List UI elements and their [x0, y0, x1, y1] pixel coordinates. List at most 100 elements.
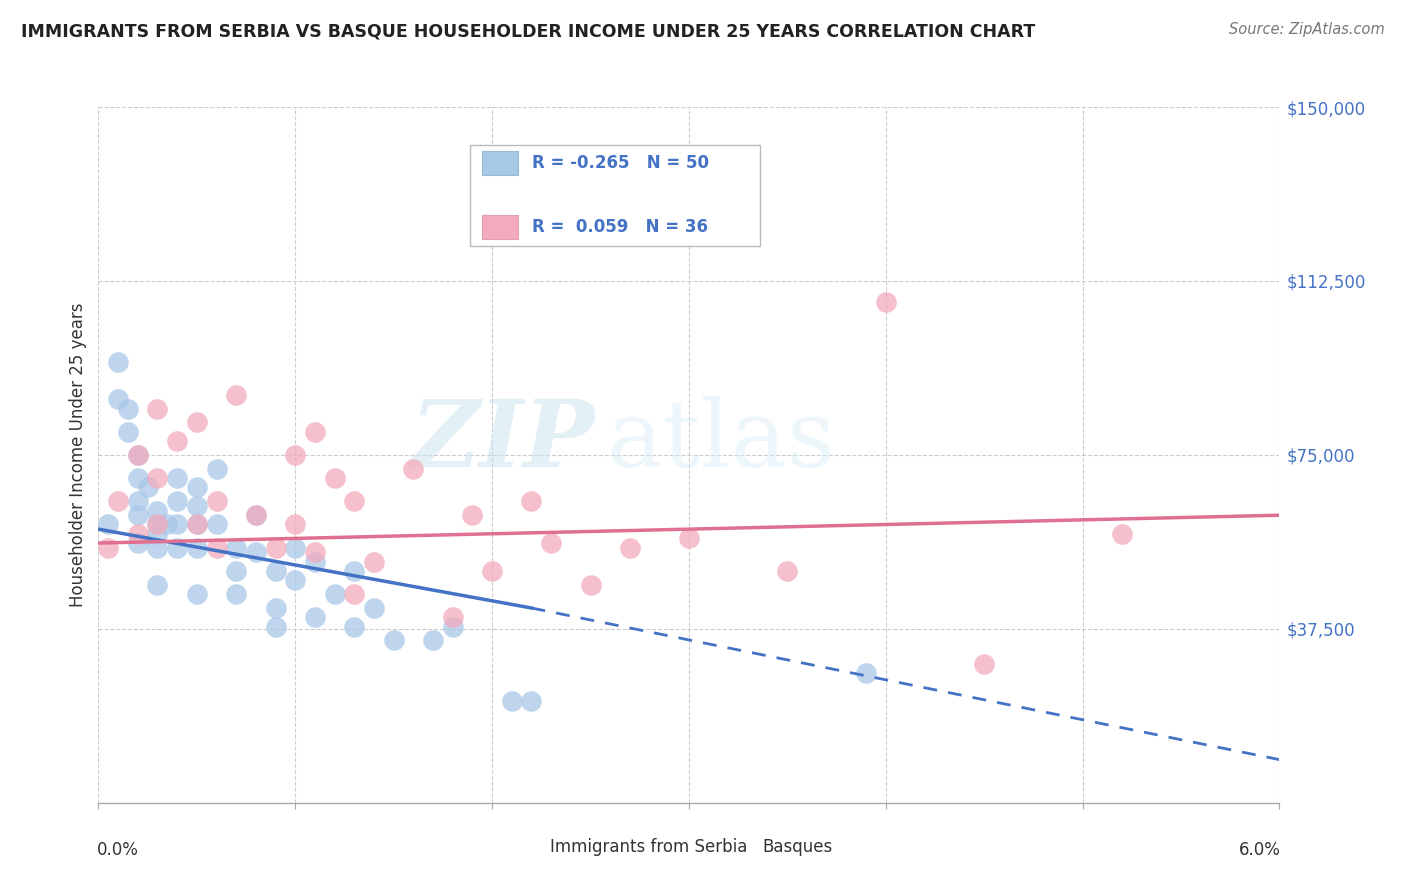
- Point: [166, 494, 188, 508]
- Point: [156, 517, 179, 532]
- Text: atlas: atlas: [606, 396, 835, 486]
- Point: [127, 536, 149, 550]
- Point: [166, 434, 188, 448]
- Point: [363, 601, 385, 615]
- Point: [186, 517, 208, 532]
- Point: [284, 573, 307, 587]
- Bar: [730, 836, 756, 852]
- Point: [146, 503, 169, 517]
- Bar: [517, 836, 544, 852]
- Point: [323, 471, 346, 485]
- Point: [146, 541, 169, 555]
- Point: [579, 578, 602, 592]
- Point: [146, 526, 169, 541]
- Point: [501, 694, 523, 708]
- Point: [304, 610, 326, 624]
- Point: [441, 619, 464, 633]
- Point: [481, 564, 503, 578]
- Point: [264, 619, 287, 633]
- Point: [284, 448, 307, 462]
- Point: [225, 541, 247, 555]
- Text: ZIP: ZIP: [411, 396, 595, 486]
- Point: [127, 448, 149, 462]
- Point: [245, 508, 267, 523]
- Point: [186, 416, 208, 430]
- Point: [117, 425, 139, 439]
- Point: [146, 471, 169, 485]
- Point: [402, 462, 425, 476]
- Point: [136, 480, 159, 494]
- Point: [186, 517, 208, 532]
- Point: [973, 657, 995, 671]
- Point: [422, 633, 444, 648]
- Point: [875, 294, 897, 309]
- Point: [619, 541, 641, 555]
- Point: [304, 545, 326, 559]
- Point: [107, 494, 129, 508]
- Point: [323, 587, 346, 601]
- Point: [264, 564, 287, 578]
- Point: [264, 541, 287, 555]
- Point: [225, 587, 247, 601]
- Point: [127, 471, 149, 485]
- Point: [186, 587, 208, 601]
- Point: [284, 541, 307, 555]
- Text: 6.0%: 6.0%: [1239, 841, 1281, 859]
- Point: [264, 601, 287, 615]
- Point: [441, 610, 464, 624]
- Point: [205, 494, 228, 508]
- Y-axis label: Householder Income Under 25 years: Householder Income Under 25 years: [69, 302, 87, 607]
- Point: [343, 587, 366, 601]
- Text: 0.0%: 0.0%: [97, 841, 139, 859]
- Point: [205, 517, 228, 532]
- Point: [304, 425, 326, 439]
- Point: [205, 541, 228, 555]
- Point: [284, 517, 307, 532]
- Point: [1111, 526, 1133, 541]
- Point: [127, 448, 149, 462]
- Point: [461, 508, 484, 523]
- Point: [107, 392, 129, 407]
- Point: [186, 499, 208, 513]
- Point: [363, 555, 385, 569]
- Point: [304, 555, 326, 569]
- Point: [245, 508, 267, 523]
- Point: [520, 694, 543, 708]
- Text: IMMIGRANTS FROM SERBIA VS BASQUE HOUSEHOLDER INCOME UNDER 25 YEARS CORRELATION C: IMMIGRANTS FROM SERBIA VS BASQUE HOUSEHO…: [21, 22, 1035, 40]
- Point: [520, 494, 543, 508]
- Point: [127, 494, 149, 508]
- Point: [225, 564, 247, 578]
- Point: [245, 545, 267, 559]
- Point: [186, 541, 208, 555]
- Point: [540, 536, 562, 550]
- Point: [146, 578, 169, 592]
- Point: [127, 526, 149, 541]
- FancyBboxPatch shape: [471, 145, 759, 246]
- Point: [97, 541, 120, 555]
- Point: [186, 480, 208, 494]
- Point: [97, 517, 120, 532]
- Point: [146, 401, 169, 416]
- Point: [205, 462, 228, 476]
- Text: Basques: Basques: [762, 838, 832, 855]
- Text: R = -0.265   N = 50: R = -0.265 N = 50: [531, 154, 709, 172]
- Point: [146, 517, 169, 532]
- Point: [225, 387, 247, 401]
- Point: [343, 619, 366, 633]
- Point: [776, 564, 799, 578]
- Point: [166, 471, 188, 485]
- Point: [343, 564, 366, 578]
- Text: Immigrants from Serbia: Immigrants from Serbia: [550, 838, 747, 855]
- Point: [678, 532, 700, 546]
- Bar: [482, 151, 517, 175]
- Point: [146, 517, 169, 532]
- Point: [343, 494, 366, 508]
- Text: Source: ZipAtlas.com: Source: ZipAtlas.com: [1229, 22, 1385, 37]
- Point: [166, 541, 188, 555]
- Point: [166, 517, 188, 532]
- Bar: [482, 215, 517, 239]
- Point: [127, 508, 149, 523]
- Text: R =  0.059   N = 36: R = 0.059 N = 36: [531, 219, 707, 236]
- Point: [382, 633, 405, 648]
- Point: [107, 355, 129, 369]
